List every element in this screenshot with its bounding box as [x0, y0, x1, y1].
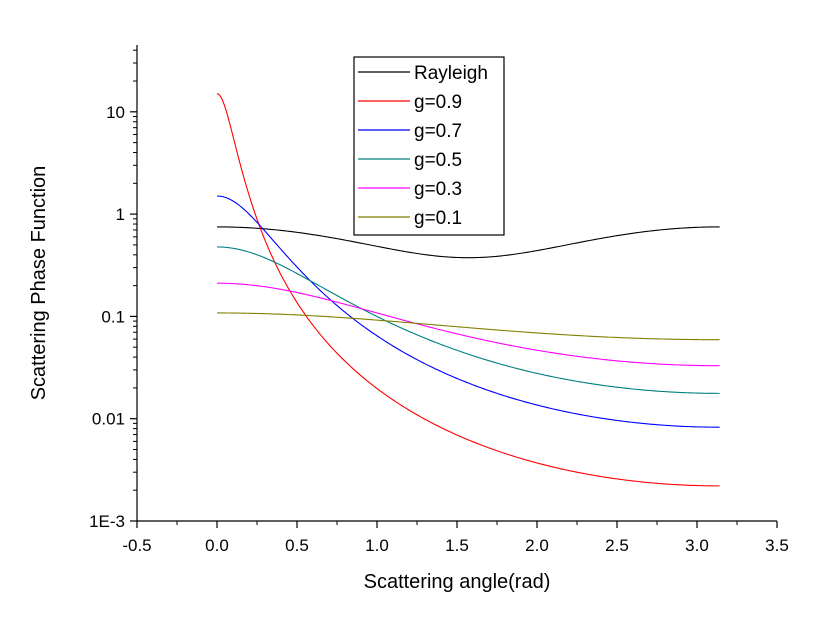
series-line-2	[216, 92, 720, 487]
x-tick-label: 0.0	[205, 536, 229, 555]
x-tick-label: -0.5	[122, 536, 151, 555]
y-axis-title: Scattering Phase Function	[28, 166, 50, 401]
series-line-3	[216, 195, 720, 428]
axes: -0.5 0.0 0.5 1.0 1.5 2.0 2.5 3.0 3.5 1E-3 0.01 0.1 1…	[89, 45, 789, 555]
legend-label-4: g=0.5	[414, 150, 462, 171]
x-tick-label: 2.0	[525, 536, 549, 555]
legend-label-2: g=0.9	[414, 92, 462, 113]
y-tick-label: 0.01	[92, 410, 125, 429]
y-tick-label: 0.1	[101, 307, 125, 326]
series-line-4	[216, 246, 720, 394]
legend-label-5: g=0.3	[414, 179, 462, 200]
series-line-5	[216, 282, 720, 367]
x-tick-label: 3.0	[685, 536, 709, 555]
series-layer	[216, 92, 720, 487]
legend-label-1: Rayleigh	[414, 63, 488, 84]
x-tick-label: 3.5	[765, 536, 789, 555]
y-tick-label: 1E-3	[89, 512, 125, 531]
series-line-1	[217, 226, 720, 259]
legend: Rayleigh g=0.9 g=0.7 g=0.5 g=0.3 g=0.1	[353, 56, 505, 236]
legend-label-3: g=0.7	[414, 121, 462, 142]
x-tick-label: 1.5	[445, 536, 469, 555]
y-tick-label: 10	[106, 103, 125, 122]
x-axis-title: Scattering angle(rad)	[364, 571, 551, 593]
x-tick-label: 0.5	[285, 536, 309, 555]
x-tick-label: 1.0	[365, 536, 389, 555]
legend-box	[353, 56, 505, 236]
series-line-6	[216, 312, 720, 341]
y-tick-label: 1	[116, 205, 125, 224]
legend-label-6: g=0.1	[414, 208, 462, 229]
x-tick-label: 2.5	[605, 536, 629, 555]
